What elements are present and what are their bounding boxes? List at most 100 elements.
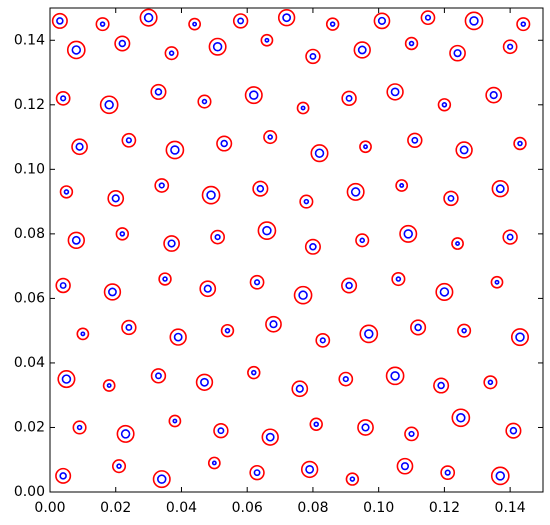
inner-ring <box>237 17 245 25</box>
inner-ring <box>104 100 114 110</box>
inner-ring <box>390 371 400 381</box>
inner-ring <box>111 194 120 203</box>
outer-ring <box>386 83 404 101</box>
inner-ring <box>80 331 86 337</box>
inner-ring <box>494 279 500 285</box>
inner-ring <box>265 432 275 442</box>
outer-ring <box>76 327 90 341</box>
inner-ring <box>313 421 319 428</box>
outer-ring <box>457 323 472 338</box>
inner-ring <box>517 140 523 147</box>
outer-ring <box>485 86 503 104</box>
inner-ring <box>170 145 180 155</box>
inner-ring <box>357 45 367 55</box>
outer-ring <box>67 231 85 250</box>
inner-ring <box>158 182 165 189</box>
outer-ring <box>345 472 360 486</box>
outer-ring <box>158 272 172 286</box>
inner-ring <box>212 41 223 52</box>
outer-ring <box>107 190 125 207</box>
inner-ring <box>319 337 326 344</box>
inner-ring <box>309 243 317 251</box>
outer-ring <box>51 12 68 29</box>
inner-ring <box>520 21 527 27</box>
outer-ring <box>116 424 135 443</box>
x-tick-label: 0.08 <box>297 500 328 516</box>
outer-ring <box>443 190 459 207</box>
inner-ring <box>515 332 525 342</box>
y-tick-label: 0.14 <box>14 32 45 48</box>
outer-ring <box>115 227 130 241</box>
outer-ring <box>513 136 527 151</box>
inner-ring <box>71 45 82 55</box>
inner-ring <box>214 233 221 241</box>
y-tick-label: 0.12 <box>14 97 45 113</box>
outer-ring <box>152 470 171 489</box>
outer-ring <box>451 408 471 428</box>
inner-ring <box>269 320 278 329</box>
inner-ring <box>56 17 64 25</box>
outer-ring <box>150 83 167 100</box>
inner-ring <box>359 237 366 244</box>
outer-ring <box>220 323 235 338</box>
outer-ring <box>197 94 212 109</box>
axes-frame <box>49 7 544 493</box>
outer-ring <box>437 98 452 112</box>
outer-ring <box>407 132 423 148</box>
inner-ring <box>329 21 336 27</box>
outer-ring <box>216 135 233 152</box>
inner-ring <box>282 13 292 23</box>
outer-ring <box>338 371 354 387</box>
outer-ring <box>121 132 137 148</box>
outer-ring <box>252 180 269 197</box>
inner-ring <box>456 413 466 423</box>
outer-ring <box>300 460 319 479</box>
inner-ring <box>461 327 467 334</box>
outer-ring <box>502 229 518 245</box>
outer-ring <box>103 283 122 301</box>
outer-ring <box>353 41 371 59</box>
outer-ring <box>341 277 358 294</box>
outer-ring <box>207 456 221 470</box>
outer-ring <box>249 464 265 481</box>
outer-ring <box>435 282 454 301</box>
inner-ring <box>76 424 83 431</box>
inner-ring <box>439 287 450 297</box>
y-tick-label: 0.10 <box>14 161 45 177</box>
outer-ring <box>210 229 225 245</box>
inner-ring <box>400 462 410 471</box>
inner-ring <box>345 94 353 102</box>
inner-ring <box>200 377 209 387</box>
outer-ring <box>165 140 185 160</box>
inner-ring <box>108 287 117 297</box>
outer-ring <box>455 141 473 159</box>
inner-ring <box>224 327 231 334</box>
inner-ring <box>203 284 212 293</box>
outer-ring <box>168 414 182 428</box>
inner-ring <box>361 423 370 432</box>
inner-ring <box>459 145 469 155</box>
outer-ring <box>244 86 263 105</box>
inner-ring <box>119 231 126 237</box>
x-tick-label: 0.14 <box>495 500 526 516</box>
outer-ring <box>72 420 87 435</box>
inner-ring <box>424 14 432 21</box>
inner-ring <box>63 189 70 195</box>
inner-ring <box>192 21 198 27</box>
inner-ring <box>453 49 462 58</box>
inner-ring <box>399 183 405 188</box>
outer-ring <box>359 140 372 154</box>
outer-ring <box>305 48 321 65</box>
outer-ring <box>359 324 379 344</box>
outer-ring <box>505 422 522 439</box>
inner-ring <box>506 233 514 241</box>
x-tick-label: 0.10 <box>363 500 394 516</box>
outer-ring <box>121 319 137 336</box>
outer-ring <box>114 35 131 52</box>
outer-ring <box>296 101 310 115</box>
outer-ring <box>433 377 450 394</box>
inner-ring <box>267 134 273 140</box>
outer-ring <box>213 422 229 439</box>
outer-ring <box>195 373 214 391</box>
